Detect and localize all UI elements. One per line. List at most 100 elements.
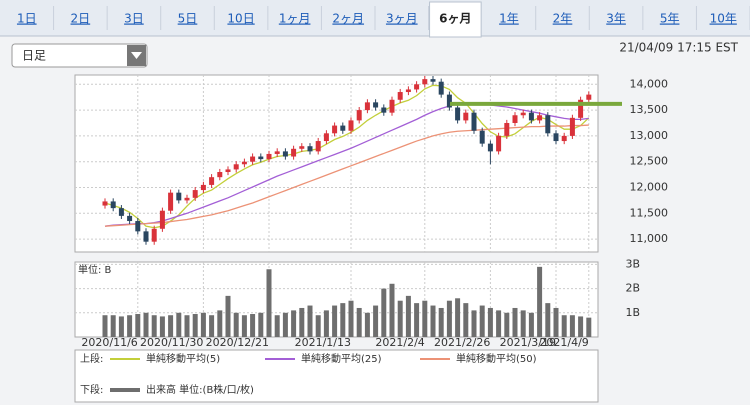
dropdown[interactable] (11, 43, 148, 68)
candle-body (504, 122, 510, 136)
tab[interactable]: 1日 (17, 12, 37, 26)
volume-bar (471, 310, 477, 337)
volume-bar (561, 315, 567, 337)
timestamp: 21/04/09 17:15 EST (619, 41, 738, 55)
candle-body (397, 92, 403, 100)
y-tick-label: 12,500 (630, 155, 669, 168)
candle-body (487, 143, 493, 152)
y-tick-label: 2B (625, 282, 640, 295)
candle-body (176, 192, 182, 201)
y-tick-label: 3B (625, 257, 640, 270)
volume-bar (323, 310, 329, 337)
x-tick-label: 2021/3/19 (500, 336, 556, 349)
volume-bar (373, 305, 379, 337)
volume-bar (332, 305, 338, 337)
tab[interactable]: 2ヶ月 (332, 12, 364, 26)
candle-body (569, 117, 575, 136)
candle-body (332, 125, 338, 134)
volume-bar (258, 312, 264, 337)
candle-body (102, 201, 108, 206)
volume-bar (569, 315, 575, 337)
candle-body (496, 135, 502, 152)
tab-active[interactable] (429, 1, 482, 38)
tab[interactable]: 1年 (499, 12, 519, 26)
tab[interactable]: 1ヶ月 (279, 12, 311, 26)
x-tick-label: 2020/11/30 (140, 336, 203, 349)
candle-body (512, 115, 518, 123)
volume-bar (299, 307, 305, 337)
x-tick-label: 2021/4/9 (539, 336, 588, 349)
candle-body (537, 115, 543, 121)
candle-body (446, 94, 452, 108)
candle-body (422, 79, 428, 85)
candle-body (192, 190, 198, 198)
y-tick-label: 11,500 (630, 206, 669, 219)
volume-bar (438, 307, 444, 337)
volume-unit: 単位: B (78, 263, 112, 276)
candle-body (225, 169, 231, 173)
volume-bar (504, 312, 510, 337)
volume-bar (553, 307, 559, 337)
volume-bar (135, 314, 141, 337)
volume-bar (200, 312, 206, 337)
candle-body (479, 130, 485, 144)
volume-bar (512, 307, 518, 337)
candle-body (233, 164, 239, 170)
tab[interactable]: 2日 (71, 12, 91, 26)
tab[interactable]: 3年 (606, 12, 626, 26)
candle-body (299, 146, 305, 149)
dropdown-label[interactable]: 日足 (22, 49, 46, 63)
candle-body (315, 141, 321, 152)
candle-body (118, 208, 124, 216)
x-tick-label: 2020/12/21 (206, 336, 269, 349)
volume-bar (537, 266, 543, 337)
legend-upper-label: 上段: (80, 352, 103, 365)
candle-body (561, 135, 567, 142)
volume-bar (266, 269, 272, 337)
volume-bar (430, 305, 436, 337)
volume-bar (307, 305, 313, 337)
volume-bar (389, 283, 395, 337)
candle-body (520, 112, 526, 116)
tab[interactable]: 3ヶ月 (386, 12, 418, 26)
volume-bar (291, 310, 297, 337)
candle-body (110, 201, 116, 209)
volume-bar (479, 305, 485, 337)
candle-body (184, 197, 190, 201)
y-tick-label: 1B (625, 306, 640, 319)
x-tick-label: 2021/2/26 (434, 336, 490, 349)
volume-bar (143, 312, 149, 337)
candle-body (578, 99, 584, 118)
tab[interactable]: 3日 (124, 12, 144, 26)
tab[interactable]: 6ヶ月 (439, 12, 471, 26)
candle-body (463, 112, 469, 121)
y-tick-label: 13,500 (630, 103, 669, 116)
moving-average-line (104, 84, 590, 229)
x-tick-label: 2021/1/13 (295, 336, 351, 349)
volume-bar (446, 300, 452, 337)
tab[interactable]: 10年 (710, 12, 737, 26)
y-tick-label: 11,000 (630, 232, 669, 245)
candle-body (135, 221, 141, 232)
volume-bar (315, 315, 321, 337)
candle-body (241, 161, 247, 165)
volume-bar (250, 314, 256, 337)
legend-label: 出来高 単位:(B株/口/枚) (146, 383, 254, 396)
volume-bar (364, 312, 370, 337)
tab[interactable]: 5年 (660, 12, 680, 26)
volume-bar (405, 295, 411, 337)
candle-body (159, 210, 165, 229)
legend-lower-label: 下段: (80, 383, 103, 396)
candle-body (307, 146, 313, 152)
volume-bar (586, 317, 592, 337)
tab[interactable]: 2年 (553, 12, 573, 26)
candle-body (356, 110, 362, 121)
tab[interactable]: 10日 (227, 12, 254, 26)
x-tick-label: 2021/2/4 (375, 336, 424, 349)
legend-label: 単純移動平均(5) (146, 352, 220, 365)
x-tick-label: 2020/11/6 (81, 336, 137, 349)
legend-label: 単純移動平均(50) (456, 352, 537, 365)
volume-bar (340, 303, 346, 337)
volume-bar (348, 300, 354, 337)
tab[interactable]: 5日 (178, 12, 198, 26)
